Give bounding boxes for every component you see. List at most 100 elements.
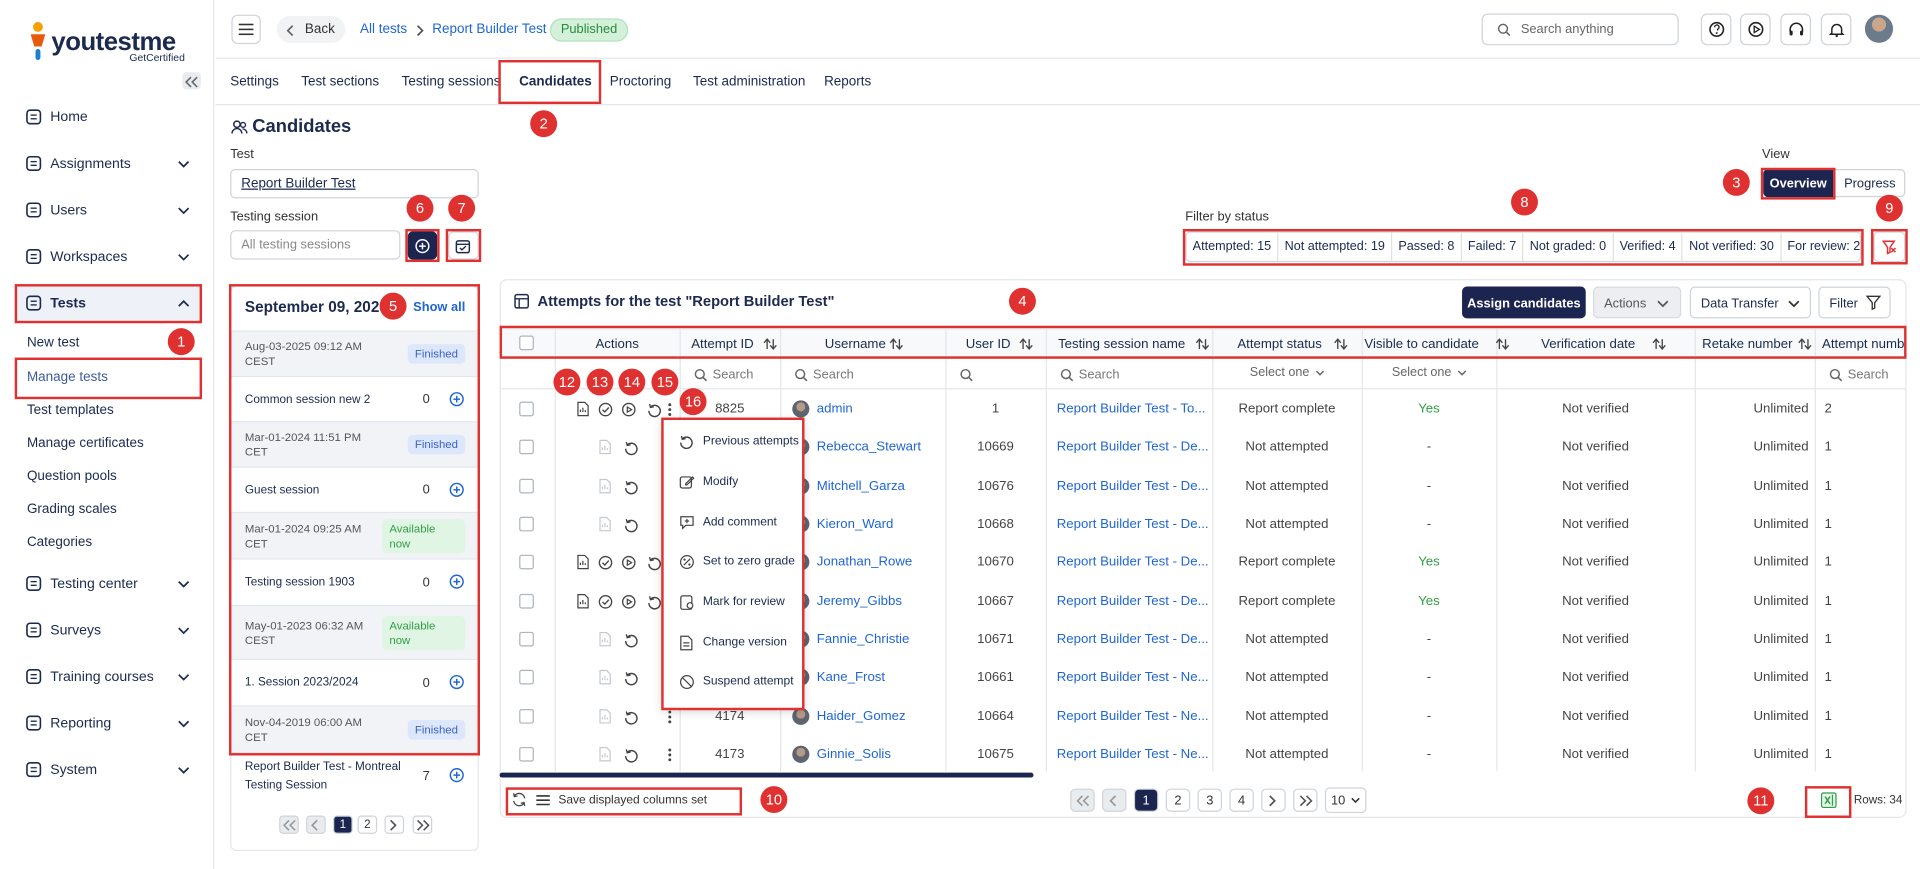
tab[interactable]: Reports — [824, 72, 871, 92]
action-retake[interactable] — [624, 479, 637, 492]
pagination-page[interactable]: 1 — [340, 815, 346, 835]
sidebar-subitem[interactable]: Test templates — [27, 400, 114, 420]
sidebar-subitem[interactable]: New test — [27, 333, 79, 353]
session-name-cell[interactable]: Report Builder Test - De... — [1057, 514, 1209, 534]
row-checkbox[interactable] — [519, 747, 534, 762]
sidebar-subitem[interactable]: Grading scales — [27, 500, 117, 520]
row-checkbox[interactable] — [519, 517, 534, 532]
row-checkbox[interactable] — [519, 402, 534, 417]
row-checkbox[interactable] — [519, 440, 534, 455]
action-verify[interactable] — [599, 594, 612, 607]
action-verify[interactable] — [599, 402, 612, 415]
button-text[interactable]: Actions — [1604, 293, 1646, 313]
row-checkbox[interactable] — [519, 670, 534, 685]
action-verify[interactable] — [599, 555, 612, 568]
sidebar-item[interactable]: System — [50, 760, 97, 780]
tab[interactable]: Proctoring — [610, 72, 671, 92]
user-avatar — [792, 746, 809, 763]
sidebar-item[interactable]: Assignments — [50, 154, 131, 174]
pagination-page[interactable]: 1 — [1143, 790, 1150, 810]
page-size[interactable]: 10 — [1331, 790, 1345, 810]
username[interactable]: Haider_Gomez — [817, 707, 906, 727]
action-resume[interactable] — [622, 594, 635, 607]
action-report[interactable] — [577, 402, 589, 417]
button-text[interactable]: Data Transfer — [1701, 293, 1779, 313]
username[interactable]: Kane_Frost — [817, 667, 885, 687]
tab[interactable]: Testing sessions — [402, 72, 501, 92]
button-text[interactable]: Assign candidates — [1467, 293, 1581, 313]
horizontal-scrollbar[interactable] — [500, 773, 1034, 778]
sidebar-subitem[interactable]: Question pools — [27, 467, 117, 487]
action-menu[interactable] — [667, 748, 672, 761]
sidebar-item[interactable]: Users — [50, 201, 87, 221]
action-retake[interactable] — [624, 517, 637, 530]
row-checkbox[interactable] — [519, 594, 534, 609]
action-report[interactable] — [577, 594, 589, 609]
breadcrumb-link[interactable]: All tests — [360, 20, 407, 40]
username[interactable]: Rebecca_Stewart — [817, 437, 921, 457]
back-text[interactable]: Back — [305, 20, 335, 40]
action-report[interactable] — [577, 555, 589, 570]
row-checkbox[interactable] — [519, 555, 534, 570]
sidebar-subitem[interactable]: Categories — [27, 533, 92, 553]
username[interactable]: Jonathan_Rowe — [817, 552, 913, 572]
test-value[interactable]: Report Builder Test — [241, 174, 355, 194]
user-avatar[interactable] — [1865, 15, 1893, 43]
username[interactable]: Fannie_Christie — [817, 629, 910, 649]
session-name-cell[interactable]: Report Builder Test - De... — [1057, 629, 1209, 649]
sidebar-item[interactable]: Surveys — [50, 621, 101, 641]
action-menu[interactable] — [667, 402, 672, 415]
action-resume[interactable] — [622, 402, 635, 415]
tab[interactable]: Test sections — [301, 72, 379, 92]
action-retake[interactable] — [624, 632, 637, 645]
action-retake[interactable] — [624, 440, 637, 453]
username[interactable]: Kieron_Ward — [817, 514, 894, 534]
session-name-cell[interactable]: Report Builder Test - De... — [1057, 437, 1209, 457]
session-name-row[interactable]: Report Builder Test - Montreal Testing S… — [231, 752, 477, 799]
pagination-page[interactable]: 2 — [364, 815, 370, 835]
sidebar-item[interactable]: Workspaces — [50, 247, 127, 267]
page-title: Candidates — [252, 118, 351, 138]
username[interactable]: Jeremy_Gibbs — [817, 591, 902, 611]
sidebar-item[interactable]: Testing center — [50, 574, 138, 594]
tab[interactable]: Test administration — [693, 72, 805, 92]
action-retake[interactable] — [648, 555, 661, 568]
session-name-cell[interactable]: Report Builder Test - To... — [1057, 399, 1206, 419]
breadcrumb-link[interactable]: Report Builder Test — [432, 20, 546, 40]
action-retake[interactable] — [624, 748, 637, 761]
filter-select[interactable]: Select one — [1392, 364, 1452, 384]
session-name-cell[interactable]: Report Builder Test - De... — [1057, 476, 1209, 496]
tab[interactable]: Settings — [230, 72, 279, 92]
filter-input[interactable] — [785, 362, 941, 386]
username[interactable]: Ginnie_Solis — [817, 744, 891, 764]
session-name-cell[interactable]: Report Builder Test - Ne... — [1057, 667, 1209, 687]
action-retake[interactable] — [648, 402, 661, 415]
filter-select[interactable]: Select one — [1250, 364, 1310, 384]
pagination-page[interactable]: 3 — [1206, 790, 1213, 810]
action-retake[interactable] — [624, 670, 637, 683]
username[interactable]: Mitchell_Garza — [817, 476, 905, 496]
sidebar-item[interactable]: Training courses — [50, 667, 154, 687]
session-name-cell[interactable]: Report Builder Test - De... — [1057, 552, 1209, 572]
icon-part — [623, 556, 635, 568]
pagination-page[interactable]: 2 — [1174, 790, 1181, 810]
row-checkbox[interactable] — [519, 632, 534, 647]
action-resume[interactable] — [622, 555, 635, 568]
filter-input[interactable] — [1051, 362, 1208, 386]
pagination-page[interactable]: 4 — [1238, 790, 1245, 810]
row-checkbox[interactable] — [519, 479, 534, 494]
view-option[interactable]: Progress — [1844, 173, 1895, 193]
action-menu[interactable] — [667, 710, 672, 723]
row-checkbox[interactable] — [519, 709, 534, 724]
session-name-cell[interactable]: Report Builder Test - Ne... — [1057, 744, 1209, 764]
sidebar-subitem[interactable]: Manage certificates — [27, 433, 144, 453]
action-retake[interactable] — [624, 710, 637, 723]
username[interactable]: admin — [817, 399, 853, 419]
session-name-cell[interactable]: Report Builder Test - De... — [1057, 591, 1209, 611]
session-name-cell[interactable]: Report Builder Test - Ne... — [1057, 707, 1209, 727]
sidebar-item[interactable]: Reporting — [50, 714, 111, 734]
session-add-icon[interactable] — [449, 768, 464, 783]
button-text[interactable]: Filter — [1829, 293, 1858, 313]
action-retake[interactable] — [648, 594, 661, 607]
sidebar-item[interactable]: Home — [50, 108, 88, 128]
